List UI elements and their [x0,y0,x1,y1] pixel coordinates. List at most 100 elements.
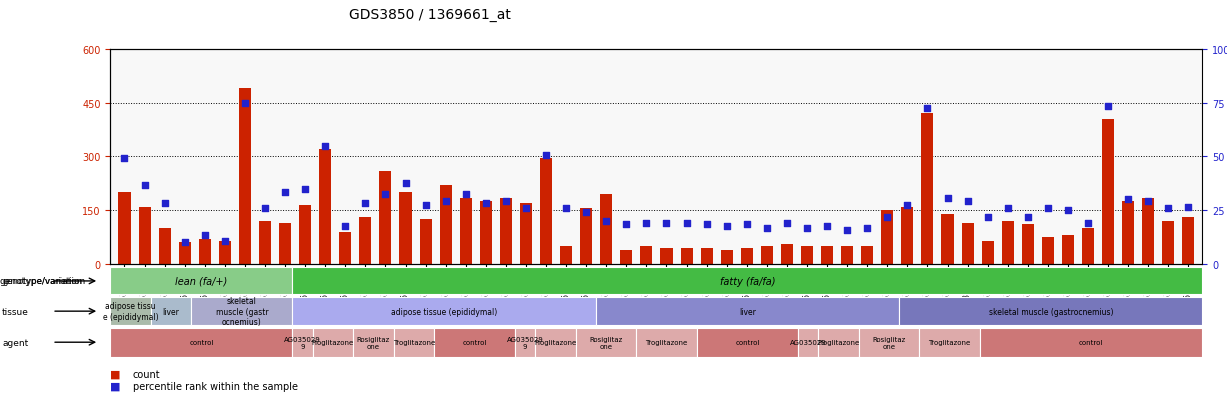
Point [998,206,1017,212]
Point [677,220,697,226]
Point [656,220,676,226]
Bar [199,239,211,264]
Bar [861,247,874,264]
FancyBboxPatch shape [919,328,980,357]
FancyBboxPatch shape [292,297,596,326]
Bar [340,232,351,264]
Text: fatty (fa/fa): fatty (fa/fa) [720,276,775,286]
Bar [360,218,372,264]
Point [296,186,315,192]
Text: Pioglitazone: Pioglitazone [312,339,355,345]
Point [375,191,395,198]
Text: percentile rank within the sample: percentile rank within the sample [133,381,297,391]
Text: ■: ■ [110,369,121,379]
Bar [158,228,171,264]
Text: Rosiglitaz
one: Rosiglitaz one [357,336,390,349]
Point [978,214,998,221]
FancyBboxPatch shape [859,328,919,357]
Text: Troglitazone: Troglitazone [645,339,687,345]
Point [236,100,255,107]
Text: ■: ■ [110,381,121,391]
Point [798,225,817,232]
FancyBboxPatch shape [313,328,353,357]
FancyBboxPatch shape [110,268,292,295]
FancyBboxPatch shape [637,328,697,357]
Text: genotype/variation: genotype/variation [2,277,82,286]
Point [517,206,536,212]
Point [255,206,275,212]
Bar [139,207,151,264]
Text: adipose tissu
e (epididymal): adipose tissu e (epididymal) [103,302,158,321]
Bar [621,250,632,264]
Point [135,182,155,189]
Text: skeletal muscle (gastrocnemius): skeletal muscle (gastrocnemius) [989,307,1113,316]
Point [637,220,656,226]
Bar [119,193,130,264]
Text: lean (fa/+): lean (fa/+) [175,276,227,286]
Point [436,198,455,205]
FancyBboxPatch shape [110,328,292,357]
Bar [1162,221,1174,264]
Bar [640,247,653,264]
Point [556,206,575,212]
Bar [842,247,853,264]
FancyBboxPatch shape [535,328,575,357]
Bar [179,243,190,264]
Text: Pioglitazone: Pioglitazone [817,339,860,345]
Bar [600,195,612,264]
Point [837,227,856,234]
Point [215,238,234,244]
Point [898,202,918,209]
Point [1058,207,1077,214]
Point [175,240,195,246]
Point [356,200,375,207]
Bar [941,214,953,264]
Point [958,198,978,205]
Bar [439,185,452,264]
Point [456,191,476,198]
Bar [480,202,492,264]
Bar [460,198,471,264]
Text: GDS3850 / 1369661_at: GDS3850 / 1369661_at [348,8,510,22]
Point [777,220,796,226]
Point [1158,206,1178,212]
Bar [279,223,291,264]
Point [1079,220,1098,226]
Text: AG035029
9: AG035029 9 [285,336,321,349]
Bar [319,150,331,264]
FancyBboxPatch shape [353,328,394,357]
FancyBboxPatch shape [980,328,1202,357]
Text: genotype/variation: genotype/variation [0,277,86,286]
Point [275,190,294,196]
Bar [921,114,934,264]
Text: liver: liver [163,307,179,316]
Point [817,223,837,230]
Bar [1183,218,1194,264]
Bar [218,241,231,264]
FancyBboxPatch shape [798,328,818,357]
Bar [1022,225,1034,264]
Text: agent: agent [2,338,28,347]
Bar [741,248,753,264]
FancyBboxPatch shape [394,328,434,357]
Bar [379,171,391,264]
Bar [560,247,572,264]
Bar [1082,228,1094,264]
Point [416,202,436,209]
Bar [1061,236,1074,264]
Point [1118,197,1137,203]
FancyBboxPatch shape [110,297,151,326]
Bar [701,248,713,264]
Bar [1001,221,1014,264]
Text: Pioglitazone: Pioglitazone [534,339,577,345]
Text: count: count [133,369,161,379]
Point [496,198,515,205]
Bar [681,248,692,264]
Point [918,105,937,112]
Bar [259,221,271,264]
Bar [1123,202,1134,264]
Point [616,222,636,228]
Point [536,152,556,159]
Text: control: control [189,339,213,345]
FancyBboxPatch shape [434,328,515,357]
